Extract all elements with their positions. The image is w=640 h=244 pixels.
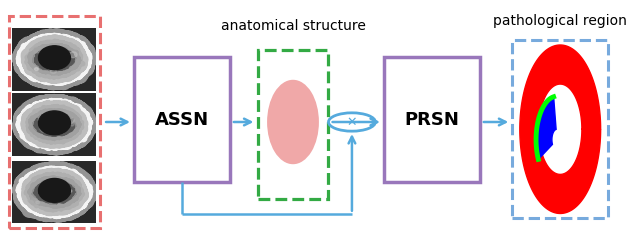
FancyBboxPatch shape [134, 57, 230, 182]
Text: PRSN: PRSN [404, 111, 460, 129]
Text: pathological region: pathological region [493, 14, 627, 28]
Text: ASSN: ASSN [155, 111, 209, 129]
Ellipse shape [267, 80, 319, 164]
Text: ✕: ✕ [347, 115, 357, 129]
Circle shape [328, 113, 376, 131]
FancyBboxPatch shape [513, 40, 608, 218]
FancyBboxPatch shape [384, 57, 480, 182]
Text: anatomical structure: anatomical structure [221, 19, 365, 33]
